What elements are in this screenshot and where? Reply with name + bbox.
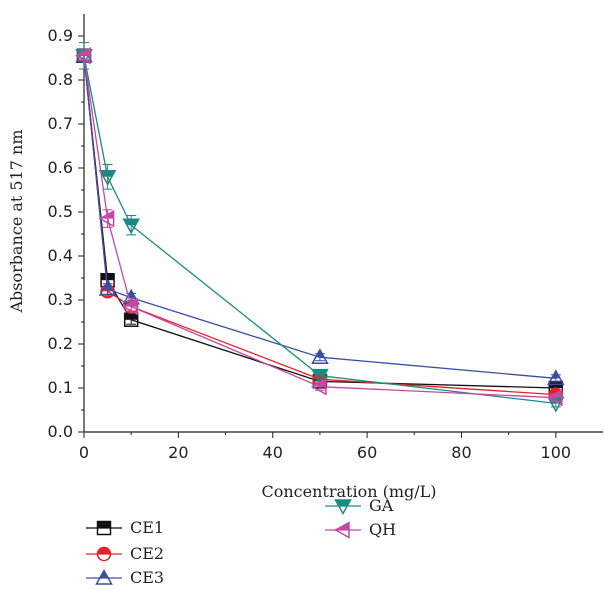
x-axis-title: Concentration (mg/L): [261, 482, 436, 501]
marker-outline: [98, 170, 117, 186]
marker-fill: [335, 500, 351, 506]
data-point: [100, 272, 115, 288]
marker-outline: [122, 297, 138, 316]
legend-marker: [96, 520, 112, 536]
legend-marker: [95, 568, 113, 585]
legend-label: GA: [369, 496, 394, 515]
data-point: [547, 369, 565, 386]
x-tick-label: 100: [541, 443, 572, 462]
marker-outline: [333, 521, 350, 539]
data-point: [122, 297, 138, 316]
legend-marker: [333, 521, 350, 539]
y-tick-label: 0.3: [48, 290, 73, 309]
y-tick-label: 0.1: [48, 378, 73, 397]
series-line: [83, 55, 556, 399]
x-tick-label: 80: [451, 443, 471, 462]
marker-outline: [334, 499, 352, 516]
legend-label: CE2: [130, 544, 164, 563]
y-tick-label: 0.9: [48, 26, 73, 45]
y-axis-title: Absorbance at 517 nm: [7, 129, 26, 313]
y-tick-label: 0.7: [48, 114, 73, 133]
marker-outline: [547, 369, 565, 386]
marker-outline: [100, 272, 115, 288]
marker-outline: [98, 279, 117, 296]
y-tick-label: 0.8: [48, 70, 73, 89]
legend-item-ga: GA: [325, 496, 394, 516]
y-tick-label: 0.5: [48, 202, 73, 221]
marker-outline: [98, 209, 115, 228]
series-layer: [74, 42, 565, 413]
legend-item-ce1: CE1: [86, 518, 164, 537]
marker-fill: [124, 313, 138, 320]
series-line: [83, 55, 556, 389]
x-tick-label: 40: [263, 443, 283, 462]
marker-outline: [310, 377, 327, 396]
series-ce1: [76, 48, 564, 396]
data-point: [311, 348, 329, 364]
legend-label: CE3: [130, 568, 164, 587]
data-point: [98, 170, 117, 186]
marker-outline: [311, 348, 329, 364]
marker-fill: [127, 290, 136, 298]
legend-item-ce3: CE3: [86, 568, 164, 587]
data-point: [311, 368, 329, 385]
series-qh: [74, 47, 563, 407]
marker-outline: [96, 520, 112, 536]
marker-outline: [546, 388, 563, 407]
legend-label: QH: [369, 520, 396, 539]
marker-fill: [103, 281, 112, 289]
series-line: [83, 55, 556, 396]
marker-fill: [97, 521, 111, 528]
data-point: [98, 209, 115, 228]
data-point: [98, 279, 117, 296]
series-ce3: [75, 46, 565, 386]
legend: CE1 CE2 CE3 GA QH: [86, 496, 396, 587]
x-tick-label: 0: [79, 443, 89, 462]
legend-marker: [96, 546, 112, 562]
y-tick-label: 0.0: [48, 422, 73, 441]
marker-fill: [315, 349, 325, 358]
x-tick-label: 60: [357, 443, 377, 462]
marker-fill: [100, 170, 116, 177]
legend-marker: [334, 499, 352, 516]
legend-item-qh: QH: [325, 520, 396, 539]
axes: 0.0 0.1 0.2 0.3 0.4 0.5 0.6 0.7 0.8 0.9 0 20 40 60 80 1…: [48, 14, 603, 462]
data-point: [122, 218, 140, 235]
y-tick-label: 0.2: [48, 334, 73, 353]
legend-label: CE1: [130, 518, 164, 537]
marker-fill: [551, 370, 560, 379]
marker-fill: [101, 273, 115, 281]
legend-item-ce2: CE2: [86, 544, 164, 563]
marker-fill: [123, 219, 139, 226]
data-point: [74, 47, 91, 65]
series-line: [83, 55, 556, 379]
marker-outline: [95, 568, 113, 585]
marker-fill: [312, 369, 328, 376]
y-tick-label: 0.6: [48, 158, 73, 177]
marker-outline: [75, 49, 93, 65]
marker-outline: [311, 368, 329, 385]
marker-outline: [74, 47, 91, 65]
marker-fill: [99, 570, 109, 578]
marker-outline: [122, 218, 140, 235]
data-point: [546, 388, 563, 407]
data-point: [310, 377, 327, 396]
marker-outline: [96, 546, 112, 562]
y-tick-label: 0.4: [48, 246, 73, 265]
x-tick-label: 20: [168, 443, 188, 462]
